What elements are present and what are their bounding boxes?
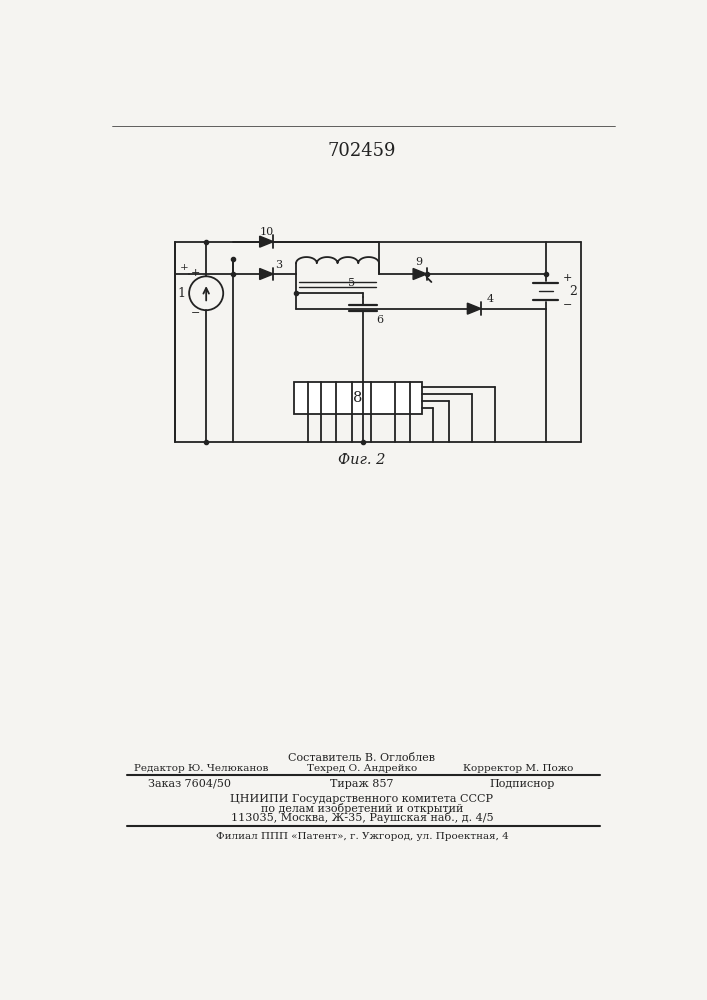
Text: 8: 8	[353, 391, 363, 405]
Polygon shape	[413, 268, 427, 280]
Text: Корректор М. Пожо: Корректор М. Пожо	[463, 764, 573, 773]
Text: 2: 2	[569, 285, 577, 298]
Text: Подписнор: Подписнор	[490, 779, 555, 789]
Polygon shape	[259, 236, 274, 247]
Text: 4: 4	[486, 294, 493, 304]
Text: 10: 10	[259, 227, 274, 237]
Text: 702459: 702459	[328, 142, 396, 160]
Text: по делам изобретений и открытий: по делам изобретений и открытий	[261, 803, 463, 814]
Text: +: +	[180, 263, 189, 272]
Text: Фиг. 2: Фиг. 2	[338, 453, 385, 467]
Text: ЦНИИПИ Государственного комитета СССР: ЦНИИПИ Государственного комитета СССР	[230, 794, 493, 804]
Text: 9: 9	[415, 257, 422, 267]
Polygon shape	[467, 303, 481, 314]
Text: −: −	[563, 300, 572, 310]
Text: Техред О. Андрейко: Техред О. Андрейко	[307, 764, 417, 773]
Text: Тираж 857: Тираж 857	[330, 779, 394, 789]
Text: 6: 6	[376, 315, 383, 325]
Text: +: +	[191, 268, 200, 278]
Text: 3: 3	[276, 260, 283, 270]
Text: Редактор Ю. Челюканов: Редактор Ю. Челюканов	[134, 764, 268, 773]
Text: −: −	[191, 308, 200, 318]
Text: 5: 5	[348, 278, 355, 288]
Polygon shape	[259, 268, 274, 280]
Text: 1: 1	[177, 287, 185, 300]
Bar	[293, 382, 421, 414]
Text: +: +	[563, 273, 572, 283]
Text: Заказ 7604/50: Заказ 7604/50	[148, 779, 230, 789]
Text: Составитель В. Оглоблев: Составитель В. Оглоблев	[288, 753, 436, 763]
Text: Филиал ППП «Патент», г. Ужгород, ул. Проектная, 4: Филиал ППП «Патент», г. Ужгород, ул. Про…	[216, 832, 508, 841]
Text: 113035, Москва, Ж-35, Раушская наб., д. 4/5: 113035, Москва, Ж-35, Раушская наб., д. …	[230, 812, 493, 823]
